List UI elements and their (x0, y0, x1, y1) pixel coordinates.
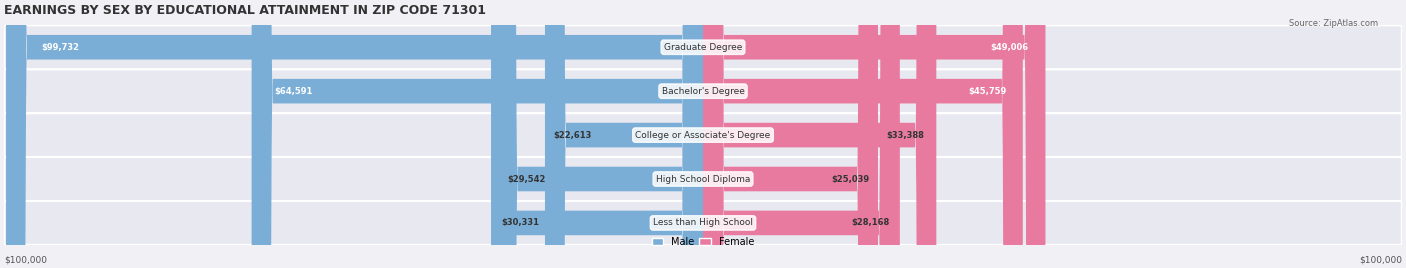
Text: $33,388: $33,388 (887, 131, 925, 140)
Text: $99,732: $99,732 (41, 43, 79, 52)
FancyBboxPatch shape (252, 0, 703, 268)
FancyBboxPatch shape (703, 0, 1022, 268)
Text: $64,591: $64,591 (274, 87, 312, 96)
Text: $45,759: $45,759 (969, 87, 1007, 96)
Text: Graduate Degree: Graduate Degree (664, 43, 742, 52)
FancyBboxPatch shape (496, 0, 703, 268)
Text: College or Associate's Degree: College or Associate's Degree (636, 131, 770, 140)
FancyBboxPatch shape (4, 157, 1402, 201)
Text: Source: ZipAtlas.com: Source: ZipAtlas.com (1289, 19, 1378, 28)
FancyBboxPatch shape (4, 201, 1402, 245)
FancyBboxPatch shape (703, 0, 900, 268)
Text: $30,331: $30,331 (502, 218, 540, 228)
FancyBboxPatch shape (4, 113, 1402, 157)
Text: $29,542: $29,542 (508, 174, 546, 184)
FancyBboxPatch shape (703, 0, 936, 268)
Text: $25,039: $25,039 (831, 174, 869, 184)
FancyBboxPatch shape (703, 0, 877, 268)
Text: High School Diploma: High School Diploma (655, 174, 751, 184)
Text: $28,168: $28,168 (852, 218, 890, 228)
Legend: Male, Female: Male, Female (648, 233, 758, 251)
FancyBboxPatch shape (6, 0, 703, 268)
FancyBboxPatch shape (4, 69, 1402, 113)
Text: $49,006: $49,006 (990, 43, 1028, 52)
Text: Bachelor's Degree: Bachelor's Degree (662, 87, 744, 96)
FancyBboxPatch shape (703, 0, 1046, 268)
Text: $100,000: $100,000 (1358, 256, 1402, 265)
FancyBboxPatch shape (546, 0, 703, 268)
Text: EARNINGS BY SEX BY EDUCATIONAL ATTAINMENT IN ZIP CODE 71301: EARNINGS BY SEX BY EDUCATIONAL ATTAINMEN… (4, 4, 486, 17)
FancyBboxPatch shape (491, 0, 703, 268)
Text: $100,000: $100,000 (4, 256, 48, 265)
Text: $22,613: $22,613 (553, 131, 592, 140)
FancyBboxPatch shape (4, 25, 1402, 69)
Text: Less than High School: Less than High School (652, 218, 754, 228)
